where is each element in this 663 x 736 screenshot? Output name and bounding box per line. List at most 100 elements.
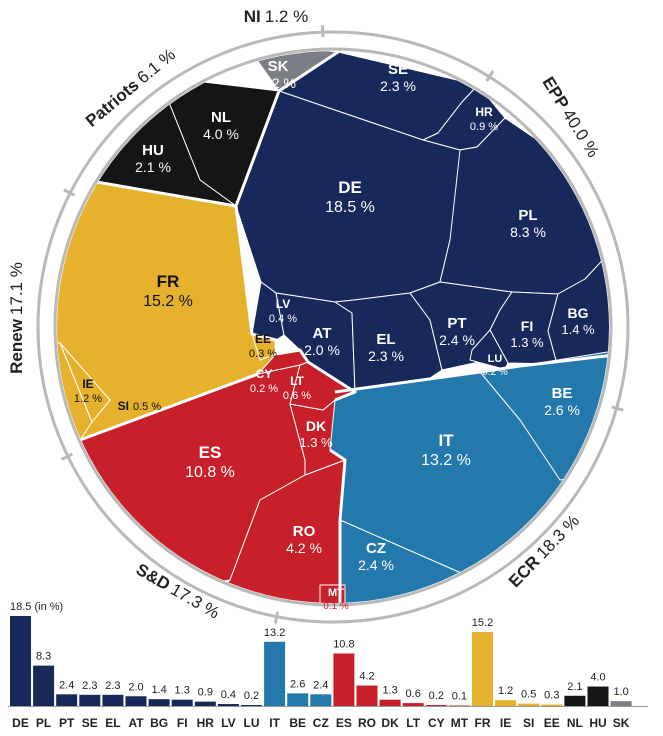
bar-el bbox=[102, 694, 124, 706]
bar-at bbox=[125, 696, 147, 706]
group-divider bbox=[234, 205, 357, 402]
group-label-epp: EPP40.0 % bbox=[539, 73, 603, 160]
cell-label-ee: EE bbox=[255, 332, 271, 346]
bar-fr bbox=[472, 632, 493, 706]
bar-category-sk: SK bbox=[613, 716, 630, 730]
cell-value-dk: 1.3 % bbox=[299, 435, 333, 450]
cell-value-nl: 4.0 % bbox=[203, 126, 239, 142]
cell-label-si: SI bbox=[118, 399, 129, 413]
ring-tick bbox=[60, 452, 74, 461]
bar-category-lt: LT bbox=[406, 716, 420, 730]
bar-category-at: AT bbox=[128, 716, 144, 730]
bar-es bbox=[333, 653, 355, 706]
cell-si bbox=[59, 342, 111, 423]
bar-value-lv: 0.4 bbox=[221, 689, 236, 701]
bar-category-fi: FI bbox=[177, 716, 188, 730]
cell-value-de: 18.5 % bbox=[325, 199, 375, 216]
bar-category-it: IT bbox=[269, 716, 280, 730]
group-label-renew: Renew17.1 % bbox=[7, 262, 26, 374]
bar-value-lu: 0.2 bbox=[244, 690, 259, 702]
bar-category-si: SI bbox=[523, 716, 534, 730]
cell-value-pl: 8.3 % bbox=[510, 224, 546, 240]
bar-value-mt: 0.1 bbox=[452, 691, 467, 703]
bar-category-de: DE bbox=[12, 716, 29, 730]
bar-value-sk: 1.0 bbox=[613, 686, 628, 698]
bar-value-pl: 8.3 bbox=[36, 651, 51, 663]
bar-category-pl: PL bbox=[36, 716, 51, 730]
bar-category-ie: IE bbox=[500, 716, 511, 730]
cell-value-cz: 2.4 % bbox=[358, 557, 394, 573]
cell-label-at: AT bbox=[313, 325, 332, 342]
cell-value-at: 2.0 % bbox=[304, 342, 340, 358]
ring-tick bbox=[611, 405, 624, 412]
cell-label-lu: LU bbox=[488, 353, 503, 365]
cell-label-dk: DK bbox=[306, 418, 326, 434]
bar-bg bbox=[148, 699, 170, 706]
bar-lt bbox=[402, 703, 424, 706]
bar-value-cy: 0.2 bbox=[429, 690, 444, 702]
cell-value-lu: 0.2 % bbox=[482, 367, 508, 378]
cell-label-sk: SK bbox=[268, 58, 289, 75]
cell-lv bbox=[251, 281, 285, 341]
bar-category-pt: PT bbox=[59, 716, 75, 730]
cell-label-fi: FI bbox=[521, 318, 533, 334]
cell-value-se: 2.3 % bbox=[380, 78, 416, 94]
cell-value-be: 2.6 % bbox=[544, 402, 580, 418]
cell-label-de: DE bbox=[338, 178, 362, 197]
bar-value-el: 2.3 bbox=[105, 680, 120, 692]
bar-category-mt: MT bbox=[451, 716, 469, 730]
bar-value-fi: 1.3 bbox=[175, 685, 190, 697]
bar-it bbox=[264, 641, 286, 706]
bar-category-fr: FR bbox=[475, 716, 491, 730]
bar-si bbox=[518, 703, 540, 706]
cell-value-ie: 1.2 % bbox=[74, 393, 102, 405]
cell-label-bg: BG bbox=[568, 305, 589, 321]
group-divider bbox=[329, 448, 347, 603]
group-boundaries bbox=[57, 51, 609, 603]
bar-value-nl: 2.1 bbox=[567, 681, 582, 693]
cell-value-pt: 2.4 % bbox=[439, 332, 475, 348]
cell-value-hr: 0.9 % bbox=[470, 121, 498, 133]
cell-label-hu: HU bbox=[142, 142, 164, 159]
cell-label-it: IT bbox=[438, 431, 454, 450]
cell-value-hu: 2.1 % bbox=[135, 159, 171, 175]
bar-value-si: 0.5 bbox=[521, 689, 536, 701]
bar-category-ee: EE bbox=[544, 716, 560, 730]
cell-value-es: 10.8 % bbox=[185, 464, 235, 481]
bar-category-es: ES bbox=[336, 716, 352, 730]
bar-value-ee: 0.3 bbox=[544, 690, 559, 702]
bar-value-hu: 4.0 bbox=[590, 672, 605, 684]
bar-lu bbox=[241, 705, 262, 706]
cell-value-sk: 1.2 % bbox=[260, 75, 296, 91]
group-divider bbox=[334, 350, 609, 394]
bar-value-es: 10.8 bbox=[333, 638, 354, 650]
cell-value-fi: 1.3 % bbox=[510, 335, 544, 350]
bar-se bbox=[79, 694, 101, 706]
bar-value-bg: 1.4 bbox=[151, 684, 166, 696]
bar-value-be: 2.6 bbox=[290, 678, 305, 690]
cell-value-el: 2.3 % bbox=[368, 348, 404, 364]
bar-cy bbox=[425, 705, 447, 706]
bar-ee bbox=[541, 704, 563, 706]
cell-label-lv: LV bbox=[276, 297, 290, 311]
bar-value-hr: 0.9 bbox=[198, 687, 213, 699]
group-divider bbox=[79, 372, 259, 442]
bar-fi bbox=[171, 699, 193, 706]
bar-value-at: 2.0 bbox=[128, 681, 143, 693]
bar-category-cy: CY bbox=[428, 716, 445, 730]
cell-label-mt: MT bbox=[328, 587, 344, 599]
bar-cz bbox=[310, 694, 332, 706]
cell-label-el: EL bbox=[376, 331, 395, 348]
bar-category-hu: HU bbox=[589, 716, 606, 730]
cell-value-lv: 0.4 % bbox=[269, 313, 297, 325]
cell-value-ee: 0.3 % bbox=[249, 348, 277, 360]
bar-value-cz: 2.4 bbox=[313, 679, 328, 691]
bar-value-ie: 1.2 bbox=[498, 685, 513, 697]
cell-label-nl: NL bbox=[211, 109, 231, 126]
bar-ro bbox=[356, 685, 378, 706]
cell-value-fr: 15.2 % bbox=[143, 293, 193, 310]
bar-mt bbox=[448, 705, 470, 707]
bar-value-fr: 15.2 bbox=[472, 617, 493, 629]
bar-hu bbox=[587, 686, 609, 706]
